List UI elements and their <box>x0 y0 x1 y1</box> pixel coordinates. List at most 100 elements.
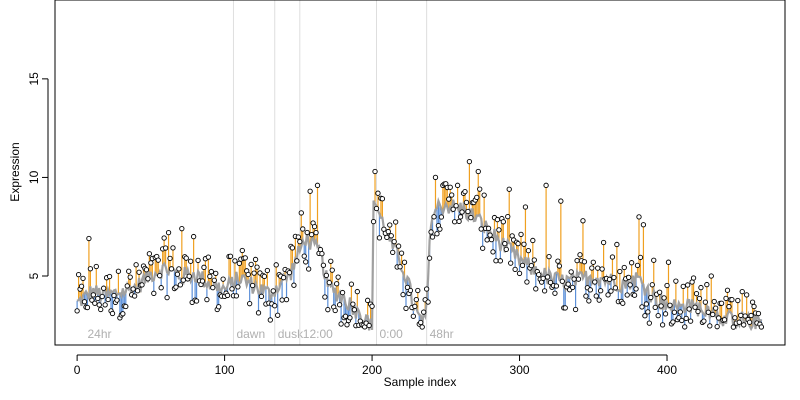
data-point <box>577 252 583 258</box>
data-point <box>595 265 601 271</box>
data-point <box>96 302 102 308</box>
data-point <box>366 322 372 329</box>
data-point <box>518 231 524 237</box>
data-point <box>569 284 576 291</box>
data-point <box>506 186 512 192</box>
data-point <box>480 245 486 251</box>
data-point <box>646 320 652 326</box>
data-point <box>617 268 623 275</box>
data-point <box>488 236 495 243</box>
data-point <box>304 229 310 236</box>
data-point <box>521 241 527 247</box>
data-point <box>328 258 334 264</box>
data-point <box>528 262 534 269</box>
data-point <box>400 291 406 298</box>
data-point <box>729 297 735 303</box>
data-point <box>671 309 678 315</box>
phase-label: 24hr <box>87 327 111 341</box>
data-point <box>233 293 240 299</box>
data-point <box>157 273 163 279</box>
data-point <box>508 260 514 266</box>
data-point <box>207 273 213 280</box>
data-point <box>552 290 558 296</box>
data-point <box>275 312 281 318</box>
data-point <box>397 264 403 270</box>
data-point <box>696 295 703 302</box>
data-point <box>102 302 108 308</box>
data-point <box>682 324 688 330</box>
data-point <box>598 288 604 294</box>
data-point <box>462 188 468 195</box>
data-point <box>186 273 192 279</box>
data-point <box>596 297 602 303</box>
data-point <box>744 292 750 298</box>
data-point <box>393 219 399 225</box>
data-point <box>297 238 303 245</box>
data-point <box>626 274 632 281</box>
data-point <box>298 210 304 216</box>
data-point <box>300 226 306 232</box>
data-point <box>87 266 94 272</box>
data-point <box>438 214 445 220</box>
data-point <box>485 225 492 231</box>
data-point <box>718 300 725 306</box>
data-point <box>90 292 96 298</box>
data-point <box>205 254 212 260</box>
data-point <box>429 234 436 240</box>
data-point <box>457 214 464 220</box>
data-point <box>177 282 184 288</box>
data-point <box>726 303 732 310</box>
data-point <box>556 263 563 269</box>
data-point <box>639 304 645 310</box>
data-point <box>656 289 663 295</box>
data-point <box>314 182 321 188</box>
data-point <box>167 255 173 262</box>
data-point <box>81 299 88 305</box>
data-point <box>336 302 343 308</box>
data-point <box>701 318 707 324</box>
data-point <box>468 214 474 221</box>
data-point <box>146 251 153 257</box>
data-point <box>344 322 350 328</box>
data-point <box>245 271 251 278</box>
data-point <box>633 286 639 292</box>
data-point <box>252 256 259 263</box>
data-point <box>351 307 358 313</box>
data-point <box>272 303 278 309</box>
data-point <box>463 199 470 206</box>
data-point <box>679 317 685 324</box>
data-point <box>738 312 744 319</box>
data-points <box>74 159 765 330</box>
data-point <box>403 305 409 311</box>
data-point <box>723 295 729 302</box>
data-point <box>289 245 296 251</box>
data-point <box>249 282 256 289</box>
data-point <box>126 268 132 274</box>
data-point <box>736 319 742 325</box>
data-point <box>179 226 185 232</box>
data-point <box>326 279 332 286</box>
data-point <box>92 300 98 306</box>
data-point <box>680 283 686 290</box>
data-point <box>211 277 217 283</box>
data-point <box>497 258 504 264</box>
data-point <box>690 275 697 281</box>
data-point <box>749 299 756 305</box>
data-point <box>270 288 276 294</box>
data-point <box>188 258 194 264</box>
data-point <box>412 303 418 310</box>
data-point <box>180 277 186 283</box>
data-point <box>120 311 126 317</box>
data-point <box>677 309 683 315</box>
data-point <box>503 246 509 253</box>
data-point <box>730 324 737 330</box>
data-point <box>755 310 762 317</box>
data-point <box>239 247 245 254</box>
data-point <box>428 229 434 235</box>
data-point <box>145 276 151 282</box>
data-point <box>670 319 676 325</box>
data-point <box>450 206 456 212</box>
data-point <box>541 288 548 294</box>
data-point <box>627 282 633 288</box>
data-point <box>714 324 720 330</box>
